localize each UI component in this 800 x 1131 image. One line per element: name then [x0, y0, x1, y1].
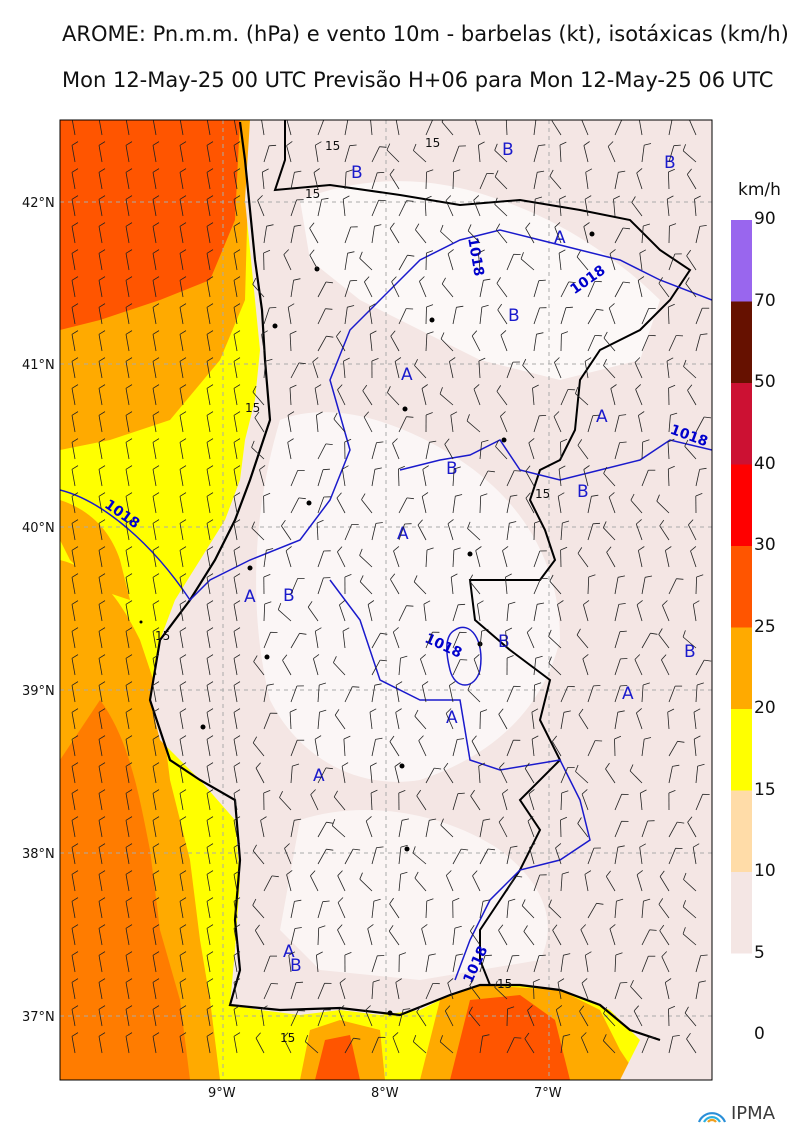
map-title: AROME: Pn.m.m. (hPa) e vento 10m - barbe… — [62, 22, 789, 46]
low-center-label: B — [577, 482, 589, 502]
lat-tick-39n: 39°N — [22, 684, 55, 699]
low-center-label: B — [446, 459, 458, 479]
wind-zone-west — [60, 500, 130, 600]
isotach-label: 15 — [280, 1031, 295, 1045]
low-center-label: B — [290, 956, 302, 976]
map-subtitle: Mon 12-May-25 00 UTC Previsão H+06 para … — [62, 68, 774, 92]
high-center-label: A — [397, 524, 409, 544]
low-center-label: B — [351, 163, 363, 183]
low-center-label: B — [508, 306, 520, 326]
isotach-label: 15 — [535, 487, 550, 501]
low-center-label: B — [498, 632, 510, 652]
high-center-label: A — [313, 766, 325, 786]
high-center-label: A — [244, 587, 256, 607]
colorbar-segment — [731, 546, 752, 628]
colorbar-segment — [731, 709, 752, 791]
high-center-label: A — [446, 708, 458, 728]
colorbar-segment — [731, 872, 752, 954]
colorbar-level-label: 70 — [754, 290, 776, 311]
isotach-label: 15 — [497, 977, 512, 991]
isotach-label: 15 — [305, 187, 320, 201]
colorbar-unit: km/h — [738, 180, 781, 200]
colorbar-level-label: 20 — [754, 698, 776, 718]
calm-area-north — [300, 181, 660, 380]
high-center-label: A — [283, 942, 295, 962]
calm-area-center — [256, 412, 560, 782]
lon-tick-7w: 7°W — [534, 1086, 562, 1101]
high-center-label: A — [622, 684, 634, 704]
colorbar-level-label: 15 — [754, 779, 776, 800]
isotach-label: 15 — [245, 401, 260, 415]
ipma-logo: IPMA — [695, 1102, 775, 1124]
wind-barbs — [71, 120, 712, 1054]
wind-zone-25-30-south — [60, 700, 190, 1080]
colorbar-segment — [731, 383, 752, 465]
colorbar — [731, 220, 752, 1035]
lon-tick-8w: 8°W — [371, 1086, 399, 1101]
isobar-1018 — [60, 229, 712, 602]
low-center-label: B — [502, 140, 514, 160]
isotach-label: 15 — [155, 629, 170, 643]
low-center-label: B — [283, 586, 295, 606]
high-center-label: A — [596, 407, 608, 427]
high-center-label: A — [554, 228, 566, 248]
ipma-logo-text: IPMA — [731, 1102, 776, 1124]
isobar-label-north: 1018 — [464, 236, 487, 277]
low-center-label: B — [664, 153, 676, 173]
graticule — [60, 120, 712, 1080]
colorbar-level-label: 30 — [754, 535, 776, 555]
coastline — [148, 121, 661, 1042]
colorbar-level-label: 0 — [754, 1024, 765, 1044]
isobar-loop — [445, 626, 482, 686]
high-center-label: A — [401, 365, 413, 385]
lat-tick-42n: 42°N — [22, 196, 55, 211]
colorbar-segment — [731, 464, 752, 546]
map-frame — [59, 119, 713, 1081]
isobar-1018-south — [329, 579, 591, 981]
isotach-label: 15 — [425, 136, 440, 150]
colorbar-level-label: 40 — [754, 453, 776, 474]
lat-tick-38n: 38°N — [22, 847, 55, 862]
isotach-label: 15 — [325, 139, 340, 153]
ipma-logo-icon — [697, 1112, 727, 1123]
lon-tick-9w: 9°W — [208, 1086, 236, 1101]
lat-tick-40n: 40°N — [22, 521, 55, 536]
colorbar-level-label: 25 — [754, 616, 776, 637]
colorbar-segment — [731, 301, 752, 383]
lat-tick-37n: 37°N — [22, 1010, 55, 1025]
colorbar-level-label: 90 — [754, 209, 776, 229]
colorbar-segment — [731, 627, 752, 709]
wind-zone-25-30 — [60, 120, 240, 330]
colorbar-segment — [731, 953, 752, 1035]
city-markers — [139, 231, 595, 1016]
colorbar-segment — [731, 220, 752, 302]
lat-tick-41n: 41°N — [22, 358, 55, 373]
colorbar-level-label: 5 — [754, 942, 765, 963]
low-center-label: B — [684, 642, 696, 662]
colorbar-segment — [731, 790, 752, 872]
colorbar-level-label: 50 — [754, 372, 776, 392]
colorbar-level-label: 10 — [754, 861, 776, 881]
national-border — [273, 120, 692, 986]
isobar-1018-east — [399, 439, 712, 481]
